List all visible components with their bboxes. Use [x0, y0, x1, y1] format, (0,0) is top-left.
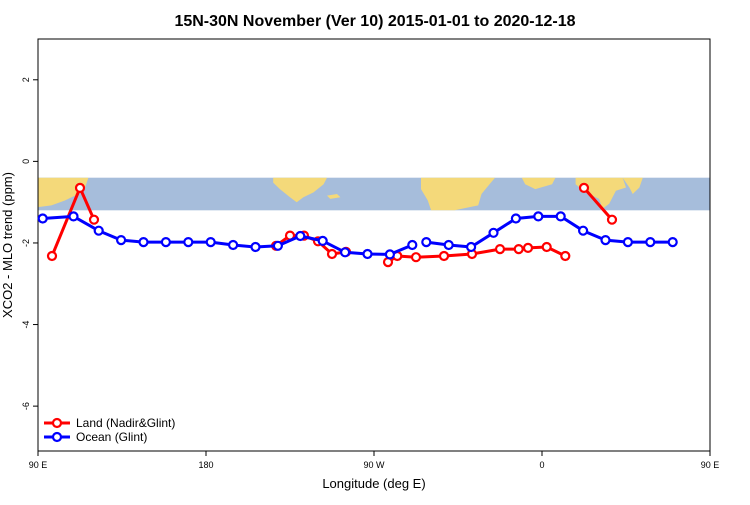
map-land-caribbean: [327, 194, 341, 199]
data-point: [205, 237, 216, 248]
y-tick-label: -2: [21, 239, 31, 247]
world-map-band: [38, 177, 710, 211]
data-point: [228, 239, 239, 251]
data-point: [250, 241, 261, 253]
data-point: [443, 239, 454, 251]
series-line: [582, 186, 614, 221]
data-point: [522, 242, 534, 253]
data-point: [407, 239, 418, 251]
data-point: [645, 237, 656, 248]
data-point: [93, 225, 104, 236]
data-point: [272, 240, 283, 251]
data-point: [606, 214, 618, 225]
legend-marker-land: [51, 417, 63, 429]
series-line: [426, 214, 673, 249]
data-point: [326, 248, 338, 260]
y-tick-label: -6: [21, 402, 31, 410]
data-point: [510, 213, 522, 224]
data-point: [384, 249, 395, 260]
data-point: [295, 230, 306, 242]
x-tick-label: 0: [539, 460, 544, 470]
data-point: [560, 250, 571, 262]
data-point: [494, 244, 506, 255]
data-point: [410, 252, 422, 263]
series-1: [37, 211, 678, 260]
map-land-arabia: [521, 177, 556, 190]
y-tick-label: 0: [21, 159, 31, 164]
series-layer: [37, 182, 678, 268]
data-point: [438, 250, 450, 262]
y-tick-label: -4: [21, 321, 31, 329]
y-axis-label: XCO2 - MLO trend (ppm): [0, 172, 15, 318]
data-point: [37, 213, 48, 224]
data-point: [513, 244, 524, 255]
data-point: [340, 247, 351, 258]
data-point: [600, 235, 611, 246]
data-point: [421, 237, 432, 248]
data-point: [46, 250, 58, 262]
x-tick-label: 90 E: [29, 460, 48, 470]
plot-frame: [37, 38, 711, 452]
data-point: [667, 237, 678, 248]
legend: Land (Nadir&Glint) Ocean (Glint): [44, 416, 175, 444]
data-point: [555, 211, 566, 222]
x-tick-label: 90 W: [363, 460, 385, 470]
data-point: [577, 225, 589, 236]
data-point: [88, 214, 100, 225]
axes: 90 E 180 90 W 0 90 E -6 -4 -2 0 2: [21, 77, 719, 470]
data-point: [541, 241, 552, 253]
data-point: [362, 248, 373, 260]
data-point: [74, 182, 86, 193]
data-point: [138, 237, 149, 248]
data-point: [160, 237, 171, 248]
x-tick-label: 90 E: [701, 460, 720, 470]
data-point: [578, 182, 590, 193]
data-point: [68, 211, 79, 222]
map-land-indochina: [622, 177, 643, 194]
data-point: [317, 235, 328, 246]
data-point: [183, 237, 194, 248]
data-point: [115, 235, 127, 246]
legend-label-ocean: Ocean (Glint): [76, 430, 147, 444]
data-point: [466, 241, 477, 253]
chart-title: 15N-30N November (Ver 10) 2015-01-01 to …: [174, 13, 575, 30]
map-land-northamerica: [273, 177, 327, 203]
legend-marker-ocean: [51, 431, 63, 443]
data-point: [488, 227, 499, 238]
series-line: [387, 245, 566, 264]
x-axis-label: Longitude (deg E): [322, 476, 425, 491]
x-tick-label: 180: [198, 460, 213, 470]
y-tick-label: 2: [21, 77, 31, 82]
legend-label-land: Land (Nadir&Glint): [76, 416, 175, 430]
data-point: [533, 211, 544, 222]
map-land-africa: [421, 177, 495, 211]
data-point: [622, 237, 634, 248]
